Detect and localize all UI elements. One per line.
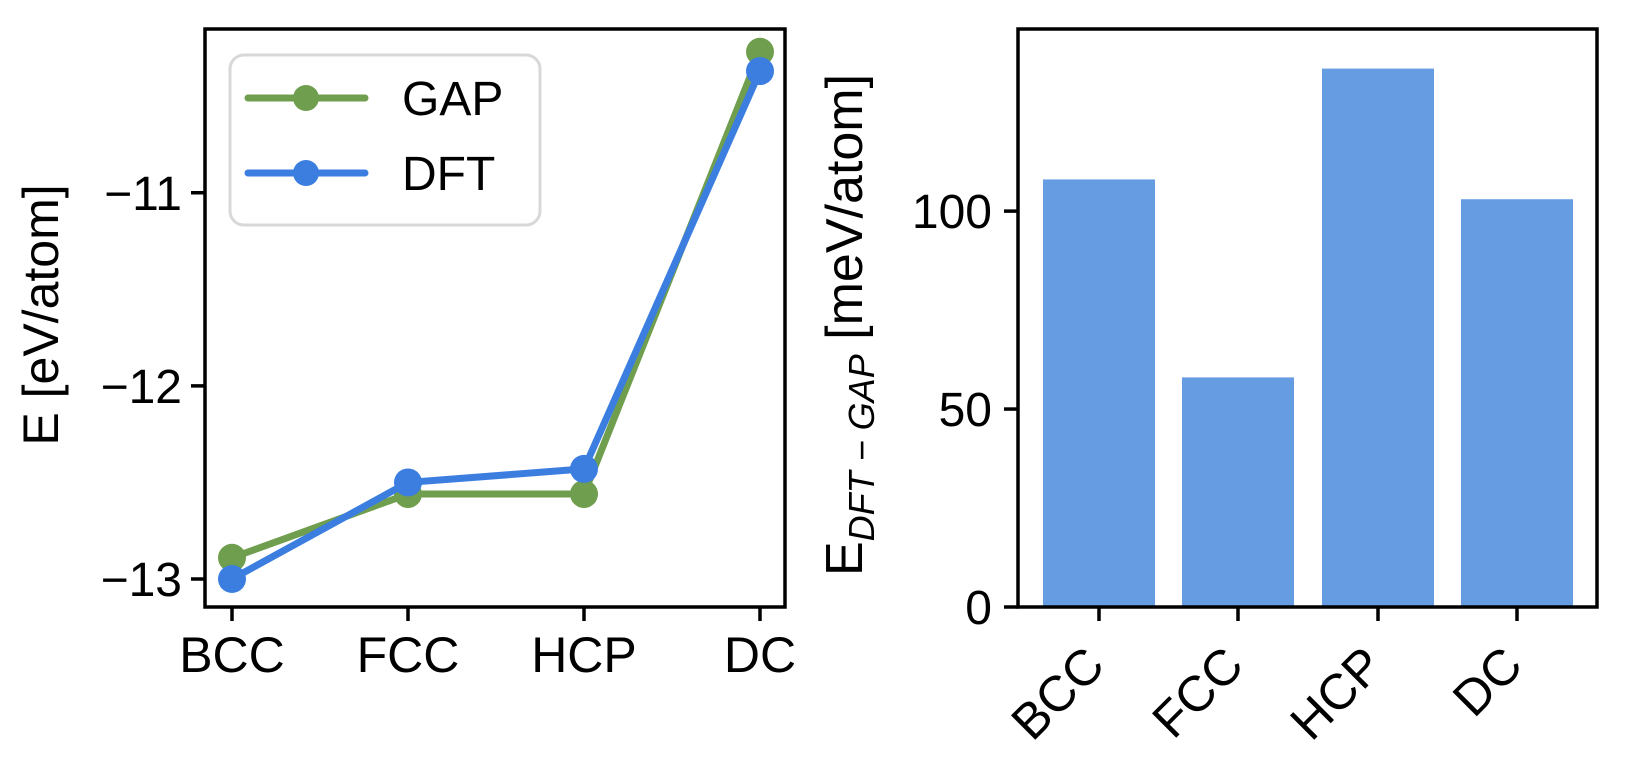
y-tick-label: 0 — [965, 582, 992, 635]
x-tick-label: BCC — [179, 627, 285, 683]
x-tick-label: DC — [724, 627, 796, 683]
gap-marker-hcp — [570, 480, 598, 509]
x-tick-label: HCP — [531, 627, 637, 683]
bar-fcc — [1182, 377, 1294, 607]
line-chart: −11 −12 −13 BCC FCC HCP DC E [eV/atom] GAP DFT — [13, 27, 796, 683]
axis-frame — [1016, 27, 1599, 609]
legend-label: GAP — [402, 73, 503, 126]
y-tick-label: −12 — [101, 361, 182, 414]
dft-marker-dc — [746, 57, 774, 86]
y-tick-label: 50 — [939, 384, 992, 437]
gap-marker-bcc — [218, 543, 246, 572]
y-tick-label: −13 — [101, 554, 182, 607]
gap-marker-dc — [746, 37, 774, 66]
bar-hcp — [1322, 68, 1434, 607]
bar-bcc — [1043, 179, 1155, 607]
legend-marker-sample — [293, 85, 319, 111]
legend: GAP DFT — [228, 53, 542, 227]
dft-marker-hcp — [570, 454, 598, 483]
legend-marker-sample — [293, 160, 319, 186]
y-tick-label: −11 — [104, 168, 182, 221]
legend-label: DFT — [402, 148, 495, 201]
dft-marker-bcc — [218, 564, 246, 593]
series-line-dft — [228, 67, 764, 583]
axis-frame — [203, 27, 787, 609]
y-axis-label: EDFT − GAP [meV/atom] — [816, 74, 882, 576]
y-axis-label: E [eV/atom] — [13, 184, 69, 445]
dft-marker-fcc — [394, 468, 422, 497]
series-dft — [218, 57, 774, 593]
y-tick-label: 100 — [912, 186, 992, 239]
bar-dc — [1461, 199, 1573, 607]
x-tick-label: FCC — [357, 627, 460, 683]
